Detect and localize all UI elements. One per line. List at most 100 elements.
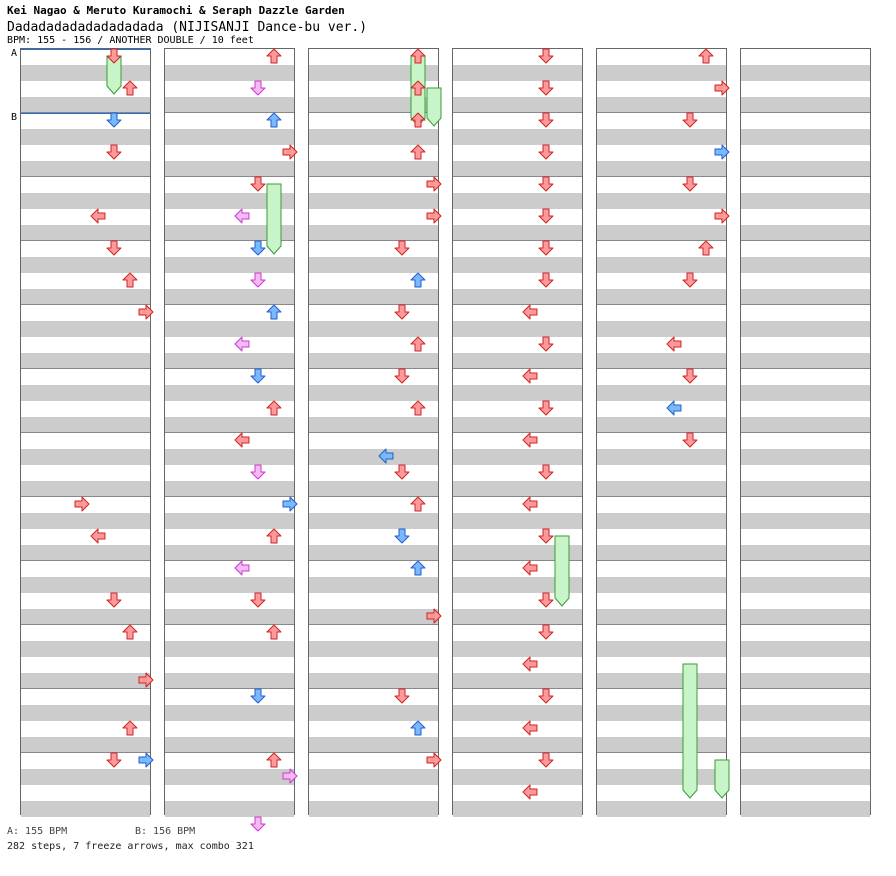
beat-band — [597, 577, 726, 593]
beat-band — [21, 417, 150, 433]
measure-line — [309, 624, 438, 625]
measure-line — [21, 624, 150, 625]
beat-band — [21, 737, 150, 753]
measure-line — [21, 496, 150, 497]
measure-line — [597, 496, 726, 497]
beat-band — [21, 481, 150, 497]
measure-line — [741, 176, 870, 177]
beat-band — [165, 705, 294, 721]
beat-band — [597, 545, 726, 561]
measure-line — [741, 560, 870, 561]
beat-band — [453, 321, 582, 337]
beat-band — [309, 801, 438, 817]
measure-line — [453, 688, 582, 689]
beat-band — [597, 705, 726, 721]
beat-band — [165, 193, 294, 209]
beat-band — [597, 801, 726, 817]
beat-band — [21, 449, 150, 465]
beat-band — [21, 97, 150, 113]
beat-band — [21, 609, 150, 625]
beat-band — [741, 257, 870, 273]
beat-band — [165, 161, 294, 177]
beat-band — [453, 449, 582, 465]
measure-line — [741, 752, 870, 753]
beat-band — [165, 225, 294, 241]
beat-band — [165, 417, 294, 433]
beat-band — [741, 161, 870, 177]
beat-band — [453, 193, 582, 209]
beat-band — [309, 737, 438, 753]
beat-band — [309, 225, 438, 241]
beat-band — [21, 65, 150, 81]
beat-band — [21, 193, 150, 209]
beat-band — [453, 513, 582, 529]
measure-line — [21, 560, 150, 561]
measure-line — [309, 368, 438, 369]
measure-line — [597, 432, 726, 433]
beat-band — [453, 353, 582, 369]
measure-line — [165, 688, 294, 689]
beat-band — [21, 705, 150, 721]
step-summary: 282 steps, 7 freeze arrows, max combo 32… — [7, 841, 254, 852]
measure-line — [21, 112, 150, 113]
beat-band — [309, 321, 438, 337]
measure-line — [741, 496, 870, 497]
beat-band — [21, 673, 150, 689]
measure-line — [309, 688, 438, 689]
beat-band — [597, 769, 726, 785]
measure-line — [741, 112, 870, 113]
bpm-change-line — [21, 113, 150, 114]
beat-band — [453, 577, 582, 593]
measure-line — [21, 688, 150, 689]
measure-line — [453, 304, 582, 305]
measure-line — [309, 432, 438, 433]
measure-line — [165, 240, 294, 241]
beat-band — [741, 577, 870, 593]
measure-line — [597, 368, 726, 369]
beat-band — [309, 65, 438, 81]
measure-line — [597, 560, 726, 561]
beat-band — [597, 129, 726, 145]
beat-band — [165, 577, 294, 593]
measure-line — [21, 432, 150, 433]
chart-column-1 — [20, 48, 151, 817]
beat-band — [309, 705, 438, 721]
beat-band — [597, 449, 726, 465]
measure-line — [597, 688, 726, 689]
measure-line — [597, 304, 726, 305]
measure-line — [597, 176, 726, 177]
measure-line — [309, 560, 438, 561]
beat-band — [453, 289, 582, 305]
beat-band — [165, 129, 294, 145]
measure-line — [741, 432, 870, 433]
beat-band — [165, 449, 294, 465]
measure-line — [597, 240, 726, 241]
bpm-b-label: B: 156 BPM — [135, 826, 196, 837]
beat-band — [453, 97, 582, 113]
beat-band — [741, 737, 870, 753]
beat-band — [21, 225, 150, 241]
measure-line — [597, 752, 726, 753]
beat-band — [309, 289, 438, 305]
beat-band — [741, 673, 870, 689]
measure-line — [165, 368, 294, 369]
beat-band — [309, 513, 438, 529]
beat-band — [453, 737, 582, 753]
beat-band — [21, 545, 150, 561]
beat-band — [453, 545, 582, 561]
measure-line — [741, 304, 870, 305]
beat-band — [309, 609, 438, 625]
measure-line — [597, 112, 726, 113]
measure-line — [453, 176, 582, 177]
measure-line — [597, 624, 726, 625]
beat-band — [741, 449, 870, 465]
beat-band — [165, 545, 294, 561]
beat-band — [597, 65, 726, 81]
beat-band — [165, 609, 294, 625]
measure-line — [741, 624, 870, 625]
measure-line — [165, 304, 294, 305]
beat-band — [741, 321, 870, 337]
beat-band — [453, 801, 582, 817]
measure-line — [309, 112, 438, 113]
beat-band — [309, 641, 438, 657]
